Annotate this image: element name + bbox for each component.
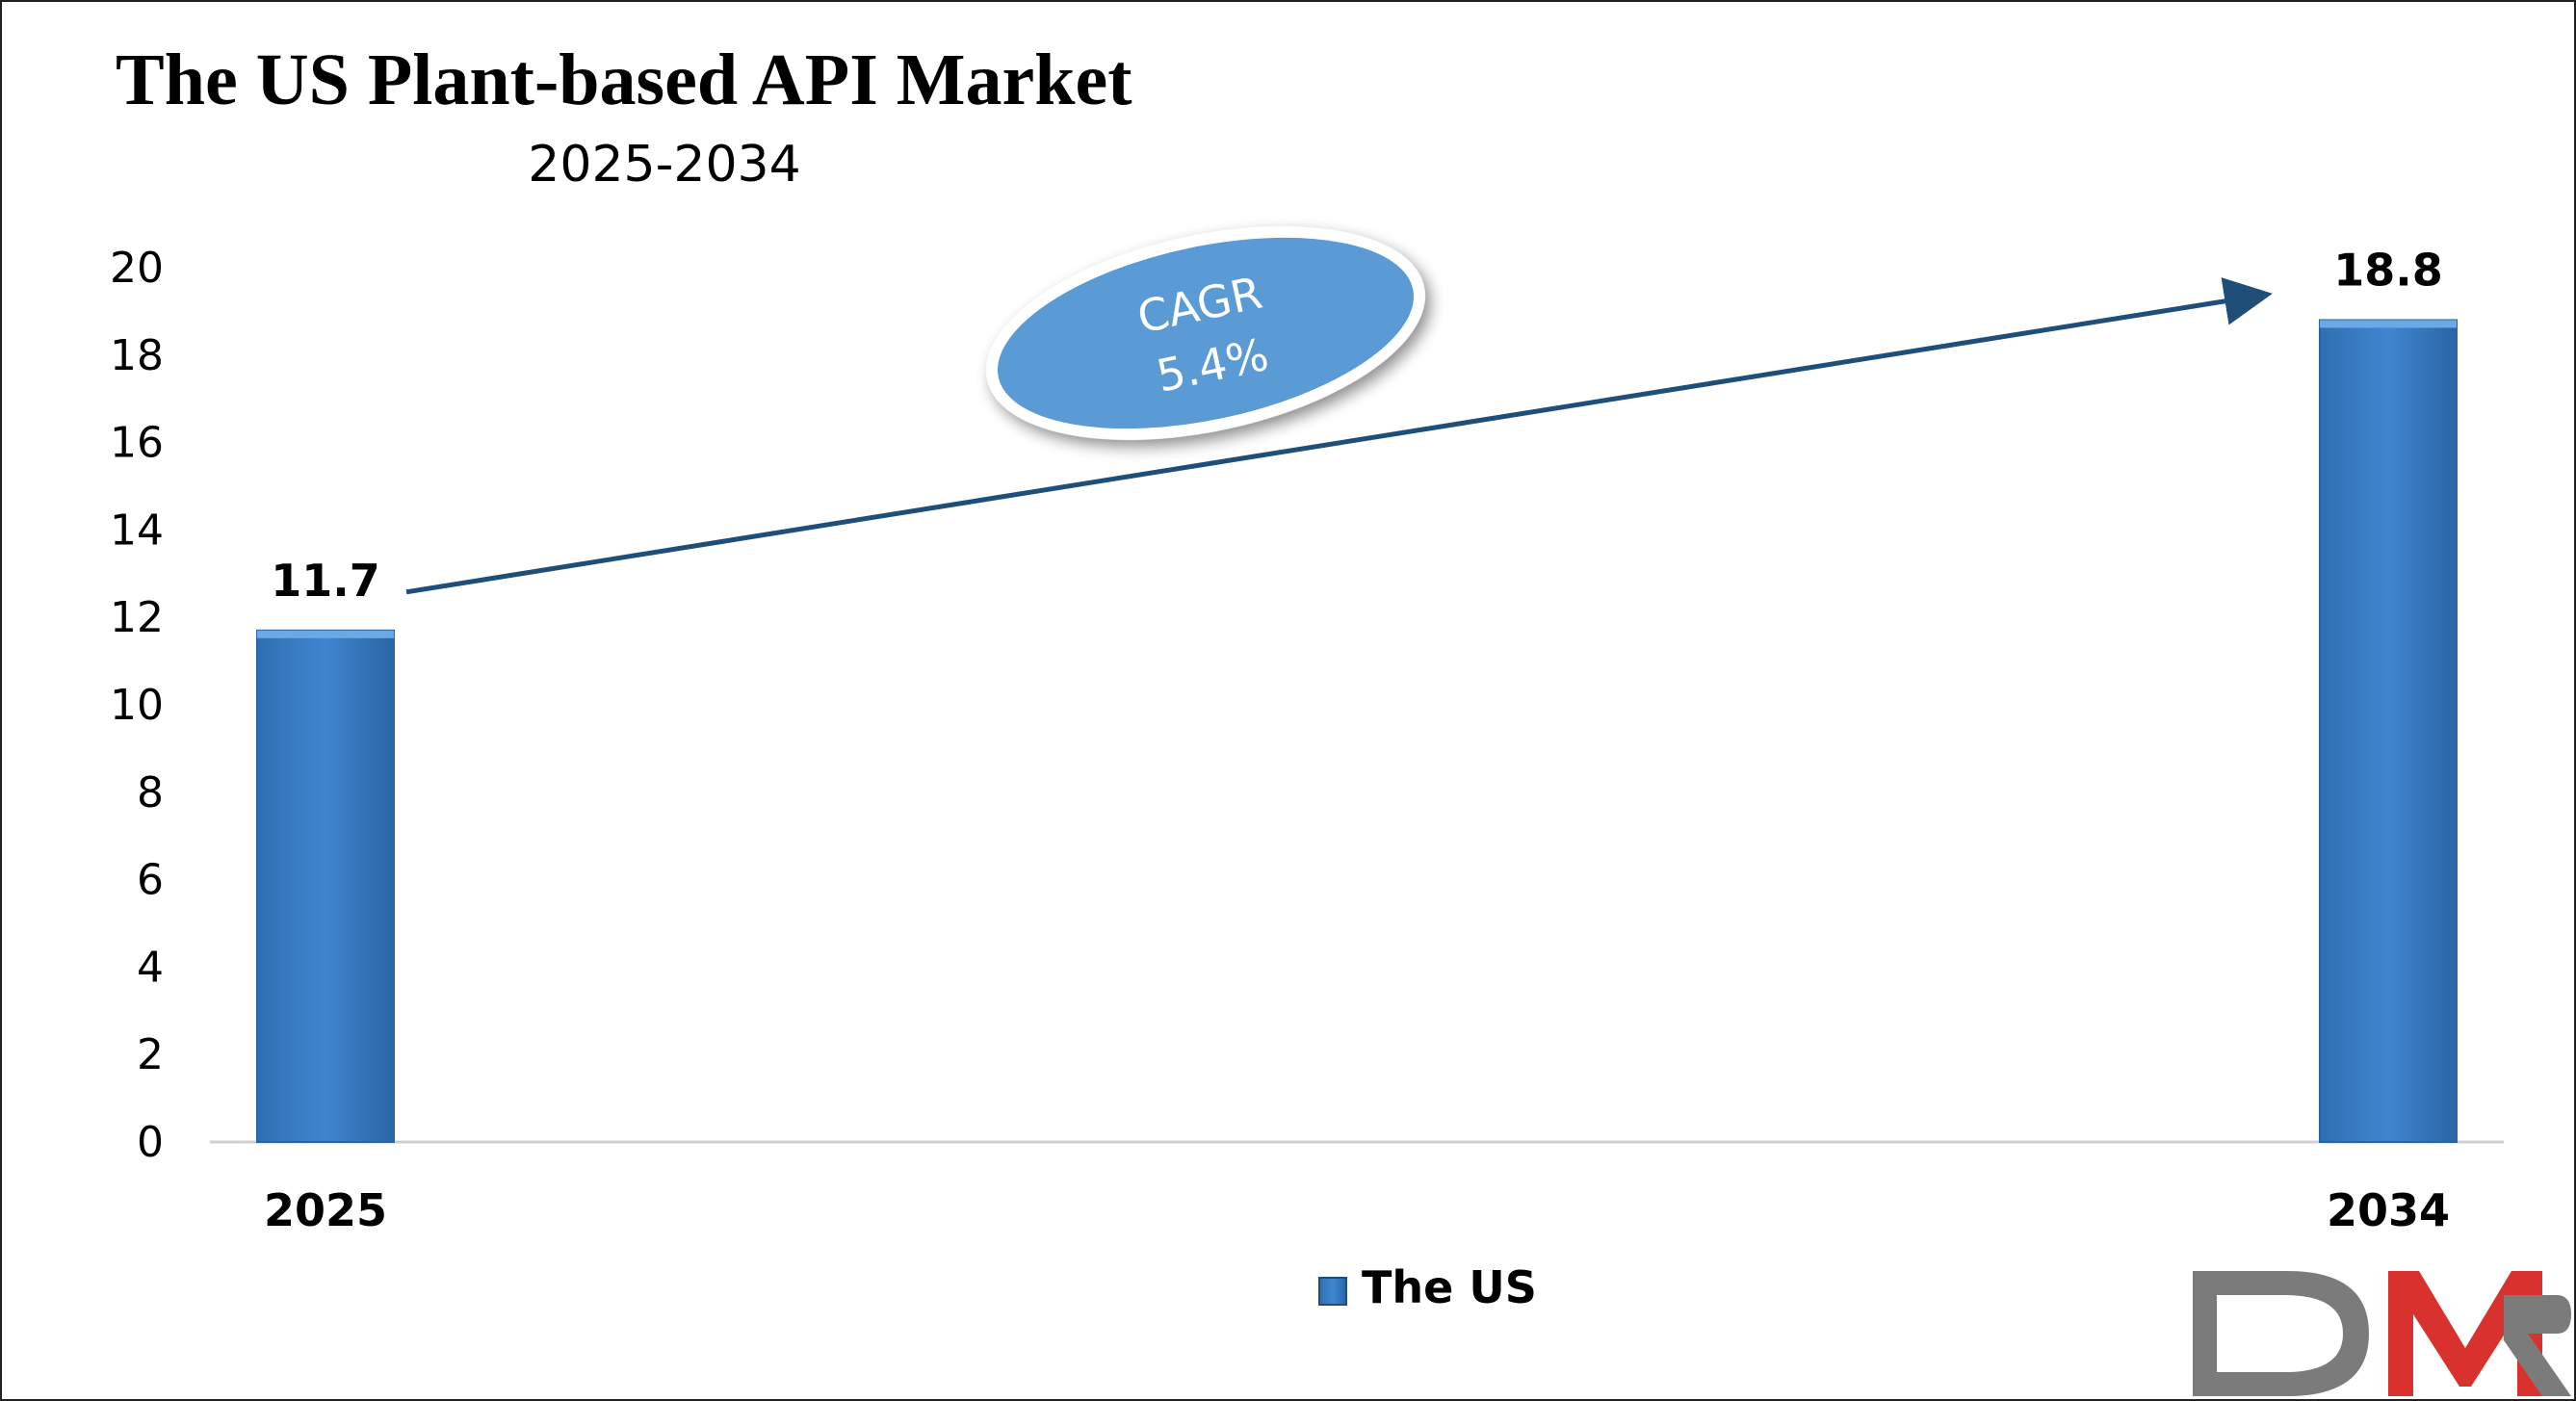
data-label: 11.7 (271, 555, 380, 607)
chart-subtitle: 2025-2034 (528, 136, 800, 194)
y-tick-label: 18 (110, 331, 164, 380)
x-tick-label: 2034 (2327, 1184, 2450, 1236)
chart-title: The US Plant-based API Market (116, 39, 1132, 120)
y-tick-label: 14 (110, 506, 164, 555)
y-tick-label: 6 (137, 856, 164, 905)
legend-label: The US (1362, 1261, 1537, 1313)
y-tick-label: 2 (137, 1030, 164, 1079)
y-tick-label: 0 (137, 1118, 164, 1167)
y-axis: 0 2 4 6 8 10 12 14 16 18 20 (110, 244, 164, 1167)
dmr-logo-r (2504, 1295, 2571, 1396)
legend: The US (1318, 1261, 1537, 1313)
y-tick-label: 20 (110, 244, 164, 293)
y-tick-label: 16 (110, 419, 164, 468)
dmr-logo (2193, 1271, 2571, 1396)
y-tick-label: 8 (137, 768, 164, 817)
data-labels: 11.7 18.8 (271, 244, 2443, 606)
y-tick-label: 10 (110, 681, 164, 730)
dmr-logo-d (2193, 1271, 2369, 1396)
cagr-badge: CAGR 5.4% (986, 226, 1425, 440)
bar-top-highlight (257, 630, 394, 638)
cagr-arrow (405, 277, 2273, 595)
bars (256, 319, 2458, 1144)
bar-2025 (256, 629, 395, 1143)
y-tick-label: 12 (110, 593, 164, 642)
legend-swatch (1318, 1277, 1347, 1306)
y-tick-label: 4 (137, 943, 164, 992)
data-label: 18.8 (2333, 244, 2443, 296)
bar-2034 (2319, 319, 2458, 1144)
cagr-ellipse (994, 233, 1418, 433)
x-tick-label: 2025 (264, 1184, 387, 1236)
x-axis: 2025 2034 (264, 1184, 2450, 1236)
bar-top-highlight (2320, 320, 2457, 328)
